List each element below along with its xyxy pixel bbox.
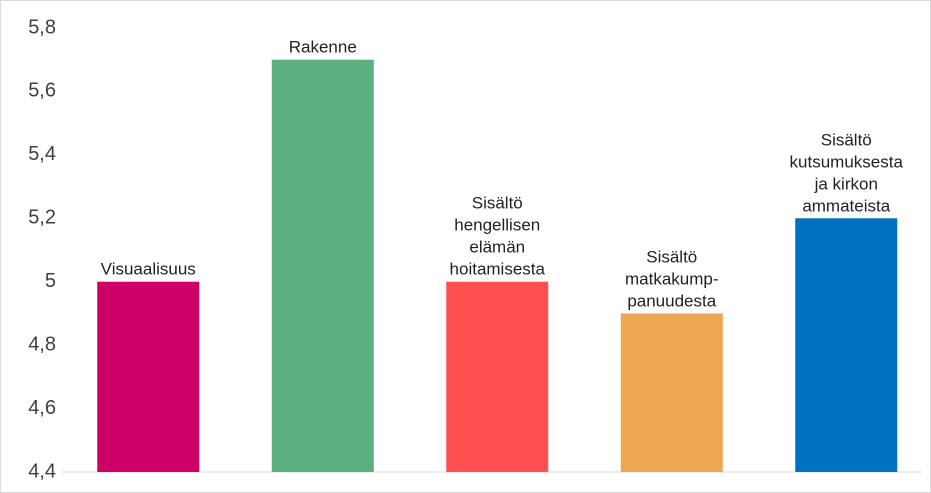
bar xyxy=(97,281,200,472)
bar xyxy=(446,281,549,472)
bar xyxy=(271,59,374,472)
category-label: Sisältö matkakump-panuudesta xyxy=(625,247,719,310)
y-tick-label: 5,2 xyxy=(28,207,56,229)
category-label-line: hengellisen xyxy=(454,216,540,235)
y-tick-label: 5,4 xyxy=(28,143,56,165)
y-tick-label: 4,8 xyxy=(28,333,56,355)
y-tick-label: 5,8 xyxy=(28,16,56,38)
y-tick-label: 5,6 xyxy=(28,80,56,102)
bar xyxy=(620,313,723,472)
bar xyxy=(795,218,898,472)
category-label: Sisältö hengellisen elämän hoitamisesta xyxy=(450,194,546,279)
category-label: Rakenne xyxy=(289,38,357,57)
category-label-line: Visuaalisuus xyxy=(101,260,196,279)
category-label-line: matkakump- xyxy=(625,269,719,288)
y-tick-label: 4,6 xyxy=(28,397,56,419)
category-label-line: elämän xyxy=(469,238,525,257)
category-label: Visuaalisuus xyxy=(101,260,196,279)
category-label-line: Sisältö xyxy=(821,130,872,149)
category-label-line: panuudesta xyxy=(627,291,716,310)
y-tick-label: 4,4 xyxy=(28,460,56,482)
category-label-line: ja kirkon xyxy=(814,174,878,193)
category-label-line: Rakenne xyxy=(289,38,357,57)
category-label-line: Sisältö xyxy=(472,194,523,213)
category-label-line: Sisältö xyxy=(646,247,697,266)
category-label-line: ammateista xyxy=(802,196,890,215)
category-label: Sisältö kutsumuksesta ja kirkon ammateista xyxy=(790,130,904,215)
y-tick-label: 5 xyxy=(45,270,56,292)
category-label-line: kutsumuksesta xyxy=(790,152,904,171)
category-label-line: hoitamisesta xyxy=(450,260,546,279)
